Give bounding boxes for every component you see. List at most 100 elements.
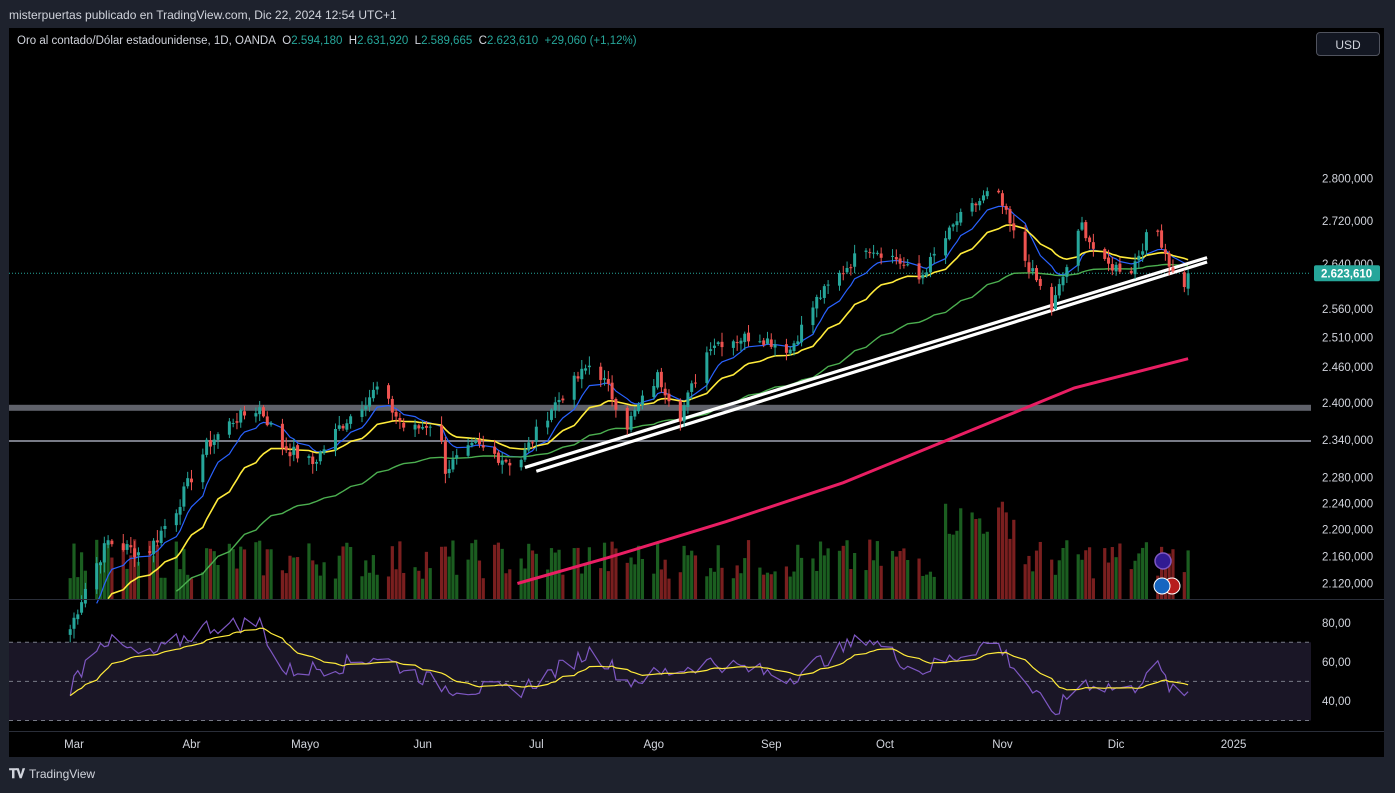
open-label: O [282,35,292,47]
levels-layer [9,272,1311,443]
volume-bar [1000,501,1005,599]
close-label: C [478,35,487,47]
candle-body [735,342,739,344]
candle-body [629,416,633,430]
volume-bar [341,546,345,599]
volume-bar [678,572,682,599]
volume-bar [110,557,114,599]
volume-bar [1087,547,1092,599]
candle-body [83,588,87,604]
candle-body [519,459,523,468]
candle-body [603,378,607,380]
volume-bar [1103,548,1107,599]
volume-bar [788,576,792,599]
currency-button[interactable]: USD [1316,32,1380,56]
candle-body [826,284,830,286]
candle-body [709,349,713,351]
volume-bar [212,551,216,599]
candle-body [148,551,152,553]
candle-body [1144,232,1148,251]
candle-body [523,449,527,460]
volume-bar [133,539,137,599]
volume-bar [227,543,231,599]
candle-body [280,423,284,449]
candle-body [1008,209,1012,224]
volume-bar [413,567,417,599]
candle-body [80,602,84,613]
volume-bar [493,544,497,599]
volume-bar [576,547,580,599]
candle-body [239,409,243,423]
volume-layer [68,501,1190,599]
volume-bar [174,541,178,599]
volume-bar [1084,550,1088,599]
candle-body [417,425,421,429]
volume-bar [235,568,239,599]
volume-bar [1171,549,1175,599]
indicator-layer [96,205,1208,604]
price-tick-label: 2.400,000 [1322,398,1373,410]
lightning-icon [1154,552,1172,570]
volume-bar [841,545,845,599]
volume-bar [367,572,372,599]
tv-logo-icon: 𝐓𝐕 [9,766,25,781]
volume-bar [261,575,266,599]
volume-bar [295,557,300,599]
candle-body [837,272,841,286]
candle-body [493,446,497,454]
volume-bar [1008,538,1012,599]
price-tick-label: 2.280,000 [1322,473,1373,485]
candle-body [788,349,792,354]
volume-bar [762,574,766,599]
candle-body [720,341,724,348]
candle-body [364,406,368,410]
volume-bar [712,571,717,599]
footer-brand[interactable]: TradingView [29,767,96,781]
candle-body [792,343,796,351]
candle-body [656,372,660,388]
candle-body [227,421,231,435]
candle-body [894,257,898,260]
candle-body [659,371,663,388]
volume-bar [125,568,129,599]
volume-bar [985,531,989,599]
candle-body [1004,205,1008,210]
candle-body [549,409,553,420]
volume-bar [322,562,326,599]
volume-bar [189,578,194,599]
volume-bar [500,548,504,599]
candle-body [815,296,819,309]
price-axis-strip[interactable] [1311,28,1384,757]
candle-body [174,513,178,526]
volume-bar [606,571,610,599]
rsi-ma-line [69,627,1189,697]
candle-body [1031,268,1035,272]
time-tick-label: Jul [529,739,544,751]
volume-bar [709,568,713,599]
volume-bar [474,539,478,599]
candle-body [765,338,769,344]
candle-body [235,421,239,423]
volume-bar [345,542,349,599]
volume-bar [720,567,724,599]
candle-body [921,274,925,279]
volume-bar [1038,541,1042,599]
volume-bar [470,543,474,599]
close-value: 2.623,610 [486,35,539,47]
candle-body [959,211,963,223]
candle-body [576,376,580,379]
candle-body [925,272,929,276]
candle-body [1035,268,1039,281]
price-tick-label: 2.510,000 [1322,333,1373,345]
candle-body [546,420,550,428]
volume-bar [690,550,694,599]
candle-body [1065,267,1069,277]
volume-bar [398,541,402,599]
attribution-text: misterpuertas publicado en TradingView.c… [9,8,397,22]
candle-body [443,441,447,474]
volume-bar [890,550,895,599]
volume-bar [686,555,690,599]
volume-bar [1133,560,1137,599]
candle-body [640,395,644,406]
